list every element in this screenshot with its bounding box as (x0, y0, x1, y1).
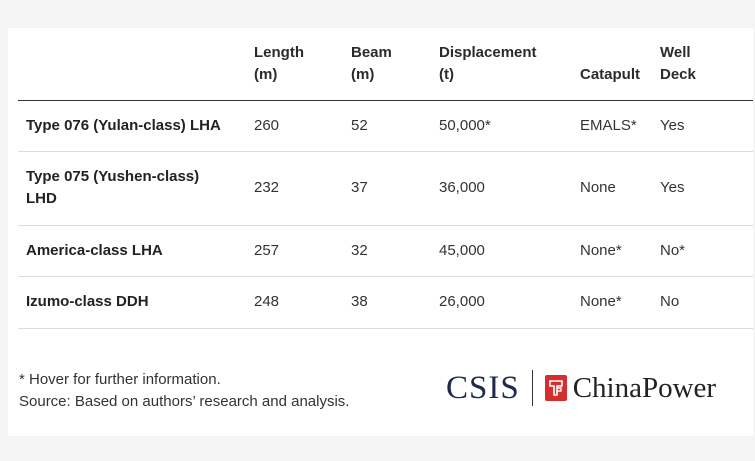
well-deck-cell: Yes (660, 100, 753, 152)
logo-group: CSIS ChinaPower (446, 368, 716, 408)
source-note: Source: Based on authors’ research and a… (19, 393, 350, 410)
catapult-cell[interactable]: None* (580, 225, 660, 277)
header-length-l1: Length (254, 43, 304, 61)
header-well-deck: Well Deck (660, 28, 753, 101)
header-length: Length (m) (254, 28, 351, 101)
beam-cell: 37 (351, 151, 439, 226)
chinapower-logo-text[interactable]: ChinaPower (572, 372, 717, 404)
table-header-row: Length (m) Beam (m) Displacement (t) Cat… (18, 28, 753, 101)
length-cell: 232 (254, 151, 351, 226)
header-displacement-l2: (t) (439, 65, 454, 83)
ship-name: Type 075 (Yushen-class) LHD (18, 151, 254, 226)
ship-name-line2: LHD (26, 190, 57, 207)
ship-name-line1: Type 075 (Yushen-class) (26, 168, 200, 185)
length-cell: 260 (254, 100, 351, 152)
beam-cell: 32 (351, 225, 439, 277)
chinapower-icon (544, 375, 567, 401)
displacement-cell[interactable]: 50,000* (439, 100, 580, 152)
length-cell: 248 (254, 276, 351, 329)
header-beam-l1: Beam (351, 43, 392, 61)
hover-note: * Hover for further information. (19, 371, 221, 388)
header-beam: Beam (m) (351, 28, 439, 101)
catapult-cell[interactable]: None* (580, 276, 660, 329)
header-well-deck-l1: Well (660, 43, 691, 61)
header-displacement: Displacement (t) (439, 28, 580, 101)
header-catapult: Catapult (580, 28, 660, 101)
header-length-l2: (m) (254, 65, 278, 83)
well-deck-cell: Yes (660, 151, 753, 226)
catapult-cell[interactable]: EMALS* (580, 100, 660, 152)
table-row: Izumo-class DDH 248 38 26,000 None* No (18, 276, 753, 329)
header-beam-l2: (m) (351, 65, 375, 83)
table-row: Type 075 (Yushen-class) LHD 232 37 36,00… (18, 151, 753, 226)
ship-name: Izumo-class DDH (18, 276, 254, 329)
ship-name: Type 076 (Yulan-class) LHA (18, 100, 254, 152)
displacement-cell: 26,000 (439, 276, 580, 329)
table-row: America-class LHA 257 32 45,000 None* No… (18, 225, 753, 277)
ship-name: America-class LHA (18, 225, 254, 277)
well-deck-cell: No (660, 276, 753, 329)
comparison-table: Length (m) Beam (m) Displacement (t) Cat… (18, 28, 753, 329)
beam-cell: 52 (351, 100, 439, 152)
displacement-cell: 36,000 (439, 151, 580, 226)
displacement-cell: 45,000 (439, 225, 580, 277)
header-ship (18, 28, 254, 101)
length-cell: 257 (254, 225, 351, 277)
table-row: Type 076 (Yulan-class) LHA 260 52 50,000… (18, 100, 753, 152)
footnote: * Hover for further information. Source:… (19, 369, 349, 413)
beam-cell: 38 (351, 276, 439, 329)
well-deck-cell[interactable]: No* (660, 225, 753, 277)
logo-divider (531, 370, 533, 406)
header-well-deck-l2: Deck (660, 65, 696, 83)
header-displacement-l1: Displacement (439, 43, 537, 61)
content-card: Length (m) Beam (m) Displacement (t) Cat… (8, 28, 753, 436)
csis-logo[interactable]: CSIS (446, 370, 520, 406)
catapult-cell: None (580, 151, 660, 226)
